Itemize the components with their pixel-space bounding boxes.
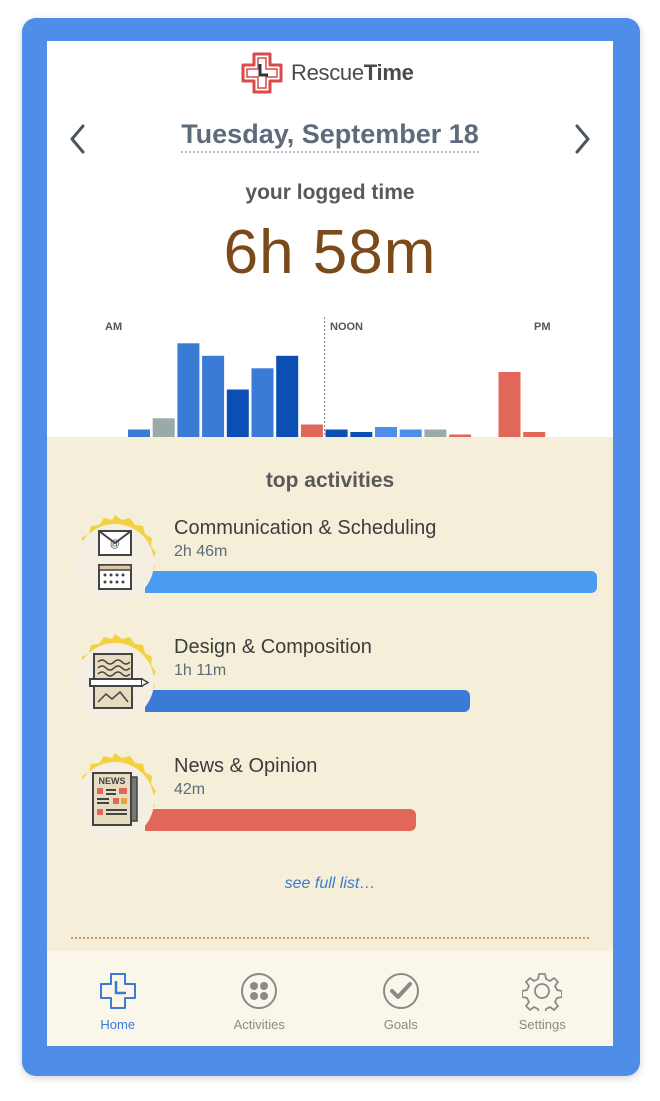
app-screen: RescueTime Tuesday, September 18 your lo… — [47, 41, 613, 1046]
chart-bar — [523, 432, 546, 437]
chart-bar — [177, 343, 200, 437]
svg-text:@: @ — [110, 539, 120, 550]
tab-home[interactable]: Home — [47, 951, 189, 1046]
logged-time-label: your logged time — [245, 181, 415, 204]
chart-bar — [128, 429, 150, 437]
logo-wordmark: RescueTime — [291, 60, 414, 85]
news-badge-label: NEWS — [99, 776, 126, 786]
top-activities-panel: top activities @ Communication & Schedul… — [47, 437, 613, 951]
dotted-divider — [71, 937, 589, 939]
newspaper-icon: NEWS — [76, 753, 156, 840]
home-clock-icon — [99, 973, 136, 1009]
chart-bar — [251, 368, 274, 437]
tab-activities[interactable]: Activities — [189, 951, 331, 1046]
chart-bar — [325, 429, 348, 437]
chart-label-am: AM — [105, 321, 122, 333]
logged-time-value: 6h 58m — [223, 218, 437, 287]
drawing-tablet-icon — [76, 634, 156, 721]
activity-bar — [145, 690, 471, 712]
chart-bar — [300, 424, 323, 437]
tab-goals-label: Goals — [383, 1017, 418, 1032]
chart-bar — [350, 432, 373, 437]
next-day-chevron-icon[interactable] — [567, 121, 597, 157]
date-label[interactable]: Tuesday, September 18 — [181, 119, 479, 153]
rescuetime-logo-icon — [241, 52, 283, 94]
top-activities-title: top activities — [265, 469, 395, 492]
settings-gear-icon — [522, 973, 563, 1011]
chart-bar — [449, 434, 472, 437]
activity-duration: 42m — [174, 781, 206, 798]
goals-check-icon — [382, 973, 419, 1009]
chart-label-pm: PM — [534, 321, 551, 333]
activity-name: Design & Composition — [174, 636, 372, 658]
tab-activities-label: Activities — [233, 1017, 285, 1032]
chart-bar — [202, 355, 225, 437]
activities-grid-icon — [241, 973, 278, 1009]
activity-duration: 1h 11m — [174, 662, 227, 679]
activity-bar — [145, 571, 597, 593]
tab-settings-label: Settings — [518, 1017, 566, 1032]
hourly-activity-chart[interactable]: AM NOON PM — [47, 311, 613, 437]
chart-bars — [128, 343, 546, 437]
activity-bar — [145, 809, 417, 831]
rescuetime-logo: RescueTime — [239, 51, 414, 95]
chart-bar — [498, 372, 521, 437]
chart-bar — [276, 355, 299, 437]
chart-bar — [399, 429, 422, 437]
chart-bar — [424, 429, 447, 437]
chart-bar — [152, 418, 175, 437]
tab-settings[interactable]: Settings — [472, 951, 614, 1046]
see-full-list-link[interactable]: see full list… — [284, 875, 376, 892]
chart-bar — [226, 389, 249, 437]
tab-home-label: Home — [100, 1017, 136, 1032]
previous-day-chevron-icon[interactable] — [63, 121, 93, 157]
activity-duration: 2h 46m — [174, 543, 228, 560]
activity-item-design[interactable]: Design & Composition 1h 11m — [47, 624, 613, 734]
activity-item-news[interactable]: NEWS News & Opinion 42m — [47, 743, 613, 853]
activity-name: News & Opinion — [174, 755, 318, 777]
bottom-tab-bar: Home Activities Goals Settings — [47, 951, 613, 1046]
envelope-calendar-icon: @ — [76, 515, 156, 602]
chart-bar — [375, 427, 397, 437]
date-selector[interactable]: Tuesday, September 18 — [47, 119, 613, 153]
tab-goals[interactable]: Goals — [330, 951, 472, 1046]
activity-name: Communication & Scheduling — [174, 517, 437, 539]
activity-item-communication[interactable]: @ Communication & Scheduling 2h 46m — [47, 505, 613, 615]
chart-label-noon: NOON — [330, 321, 363, 333]
